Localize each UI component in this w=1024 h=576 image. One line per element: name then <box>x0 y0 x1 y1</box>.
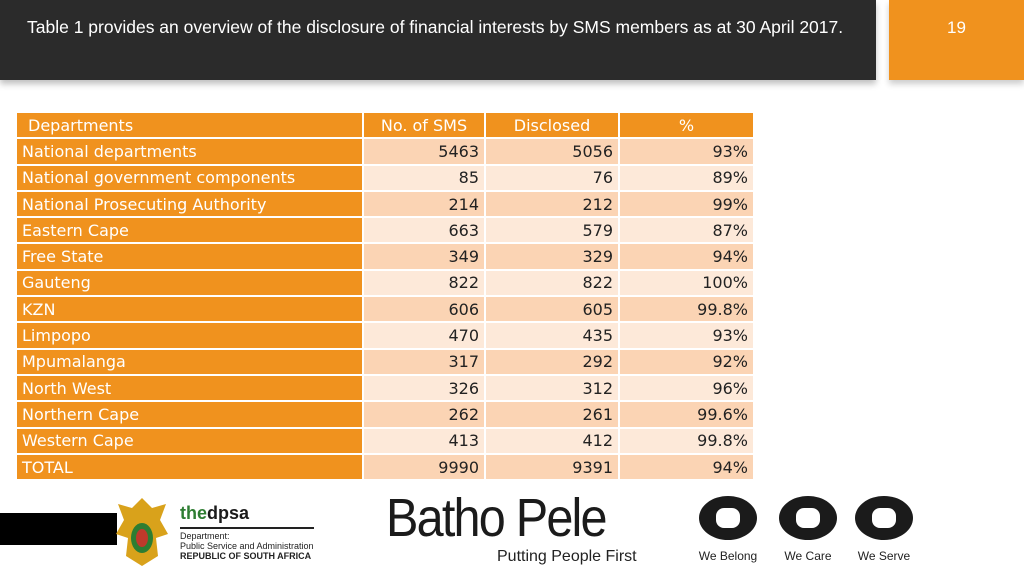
cell: 326 <box>364 375 484 403</box>
cell: 93% <box>620 139 753 166</box>
cell: 262 <box>364 402 484 429</box>
column-header: No. of SMS <box>364 113 484 140</box>
black-box <box>0 513 117 545</box>
department: KZN <box>17 297 362 324</box>
cell: 96% <box>620 375 753 403</box>
slide-number: 19 <box>947 18 966 37</box>
icon-hand <box>872 508 896 528</box>
department: Western Cape <box>17 428 362 455</box>
table-row: KZN 606 605 99.8% <box>17 297 753 324</box>
value-label: We Belong <box>698 549 758 563</box>
cell: 87% <box>620 218 753 245</box>
table-row: TOTAL 9990 9391 94% <box>17 454 753 482</box>
cell: 9990 <box>364 454 484 482</box>
cell: 212 <box>486 191 618 219</box>
department: National government components <box>17 165 362 192</box>
value-icon <box>855 496 913 540</box>
dpsa-logo: thedpsa <box>180 503 249 524</box>
table-row: National departments 5463 5056 93% <box>17 139 753 166</box>
department: North West <box>17 375 362 403</box>
cell: 99.8% <box>620 428 753 455</box>
cell: 9391 <box>486 454 618 482</box>
dpsa-the: the <box>180 503 207 523</box>
cell: 822 <box>486 270 618 298</box>
cell: 5056 <box>486 139 618 166</box>
cell: 92% <box>620 349 753 376</box>
cell: 579 <box>486 218 618 245</box>
cell: 312 <box>486 375 618 403</box>
cell: 329 <box>486 244 618 271</box>
cell: 85 <box>364 165 484 192</box>
dpsa-dept: Department: <box>180 531 230 541</box>
tagline: Putting People First <box>497 548 637 565</box>
cell: 99.6% <box>620 402 753 429</box>
cell: 5463 <box>364 139 484 166</box>
header-row: Departments No. of SMS Disclosed% <box>17 113 753 140</box>
cell: 412 <box>486 428 618 455</box>
disclosure-table: Departments No. of SMS Disclosed% National … <box>15 113 755 482</box>
cell: 435 <box>486 323 618 350</box>
table-row: Limpopo 470 435 93% <box>17 323 753 350</box>
department: National departments <box>17 139 362 166</box>
table-row: North West 326 312 96% <box>17 375 753 403</box>
cell: 317 <box>364 349 484 376</box>
dpsa-line: Public Service and Administration <box>180 541 314 551</box>
department: Free State <box>17 244 362 271</box>
table-row: Mpumalanga 317 292 92% <box>17 349 753 376</box>
cell: 76 <box>486 165 618 192</box>
cell: 663 <box>364 218 484 245</box>
department: National Prosecuting Authority <box>17 191 362 219</box>
batho-pele: Batho Pele <box>386 488 608 548</box>
dpsa-rule <box>180 527 314 529</box>
department: TOTAL <box>17 454 362 482</box>
cell: 94% <box>620 454 753 482</box>
dpsa-country: REPUBLIC OF SOUTH AFRICA <box>180 551 312 561</box>
cell: 470 <box>364 323 484 350</box>
table-row: Western Cape 413 412 99.8% <box>17 428 753 455</box>
cell: 93% <box>620 323 753 350</box>
value-icon <box>699 496 757 540</box>
department: Eastern Cape <box>17 218 362 245</box>
column-header: Disclosed <box>486 113 618 140</box>
dpsa-name: dpsa <box>207 503 250 523</box>
value-icon <box>779 496 837 540</box>
table-row: National Prosecuting Authority 214 212 99% <box>17 191 753 219</box>
table-row: Eastern Cape 663 579 87% <box>17 218 753 245</box>
table-row: National government components 85 76 89% <box>17 165 753 192</box>
table-row: Northern Cape 262 261 99.6% <box>17 402 753 429</box>
table-row: Free State 349 329 94% <box>17 244 753 271</box>
value-label: We Serve <box>857 549 911 563</box>
table-row: Gauteng 822 822 100% <box>17 270 753 298</box>
cell: 99% <box>620 191 753 219</box>
cell: 99.8% <box>620 297 753 324</box>
department: Northern Cape <box>17 402 362 429</box>
cell: 349 <box>364 244 484 271</box>
icon-hand <box>716 508 740 528</box>
cell: 606 <box>364 297 484 324</box>
cell: 261 <box>486 402 618 429</box>
coat-of-arms <box>116 498 168 566</box>
department: Limpopo <box>17 323 362 350</box>
title-bar: Table 1 provides an overview of the disc… <box>0 0 876 80</box>
slide-title: Table 1 provides an overview of the disc… <box>27 17 844 37</box>
cell: 413 <box>364 428 484 455</box>
cell: 214 <box>364 191 484 219</box>
cell: 292 <box>486 349 618 376</box>
column-header: Departments <box>17 113 362 140</box>
department: Gauteng <box>17 270 362 298</box>
column-header: % <box>620 113 753 140</box>
icon-hand <box>796 508 820 528</box>
cell: 822 <box>364 270 484 298</box>
cell: 94% <box>620 244 753 271</box>
cell: 605 <box>486 297 618 324</box>
slide-number-box: 19 <box>889 0 1024 80</box>
cell: 100% <box>620 270 753 298</box>
department: Mpumalanga <box>17 349 362 376</box>
value-label: We Care <box>784 549 832 563</box>
cell: 89% <box>620 165 753 192</box>
